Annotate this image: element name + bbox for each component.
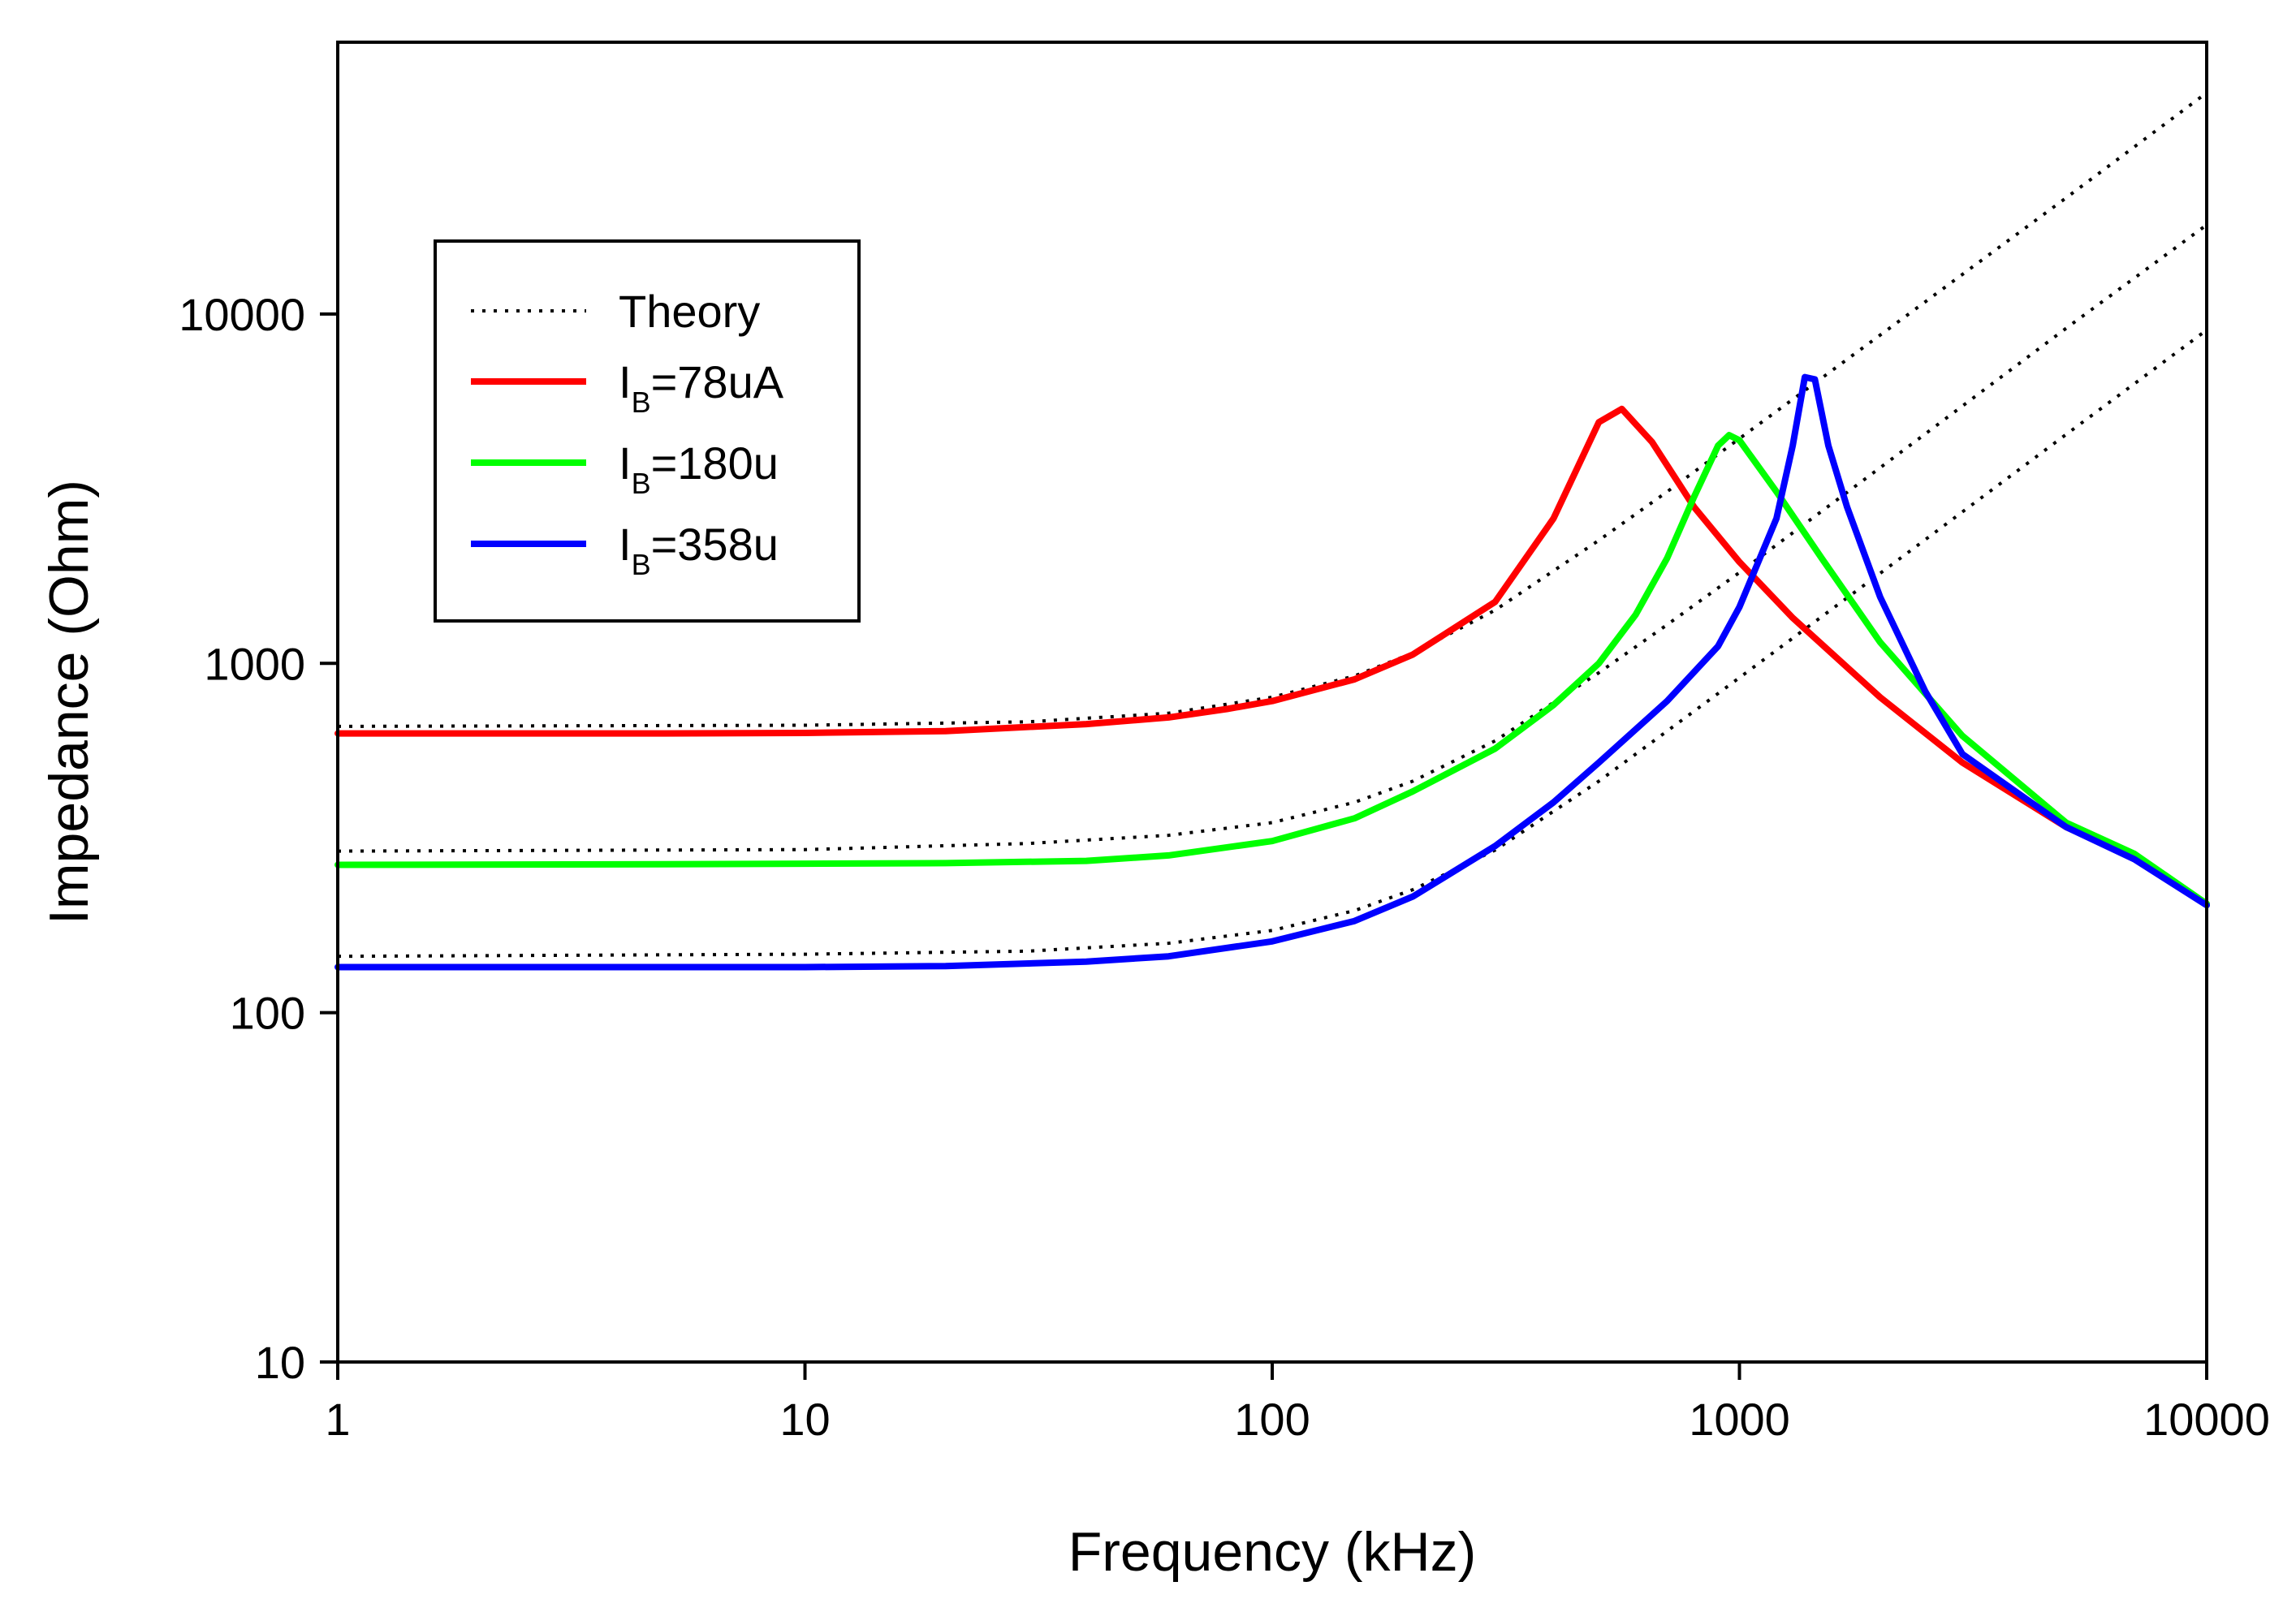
legend-ib78-label: IB=78uA bbox=[619, 356, 784, 419]
legend: Theory IB=78uA IB=180u IB=358u bbox=[434, 239, 861, 623]
x-tick-label: 10 bbox=[779, 1394, 830, 1445]
series-line-ib-358u bbox=[334, 373, 2210, 971]
series-line-theory-ib-180u bbox=[337, 223, 2208, 853]
legend-theory-label: Theory bbox=[619, 286, 760, 337]
y-tick-label: 10 bbox=[255, 1337, 305, 1388]
x-axis-ticks: 1 10 100 1000 10000 bbox=[325, 1362, 2270, 1445]
y-tick-label: 1000 bbox=[204, 638, 305, 689]
x-tick-label: 10000 bbox=[2143, 1394, 2270, 1445]
series-layer bbox=[334, 91, 2210, 971]
x-axis-label: Frequency (kHz) bbox=[1068, 1521, 1477, 1583]
legend-ib180-label: IB=180u bbox=[619, 437, 779, 500]
y-tick-label: 10000 bbox=[179, 289, 305, 340]
y-tick-label: 100 bbox=[230, 988, 305, 1039]
y-axis-label: Impedance (Ohm) bbox=[38, 480, 100, 924]
series-line-ib-78ua bbox=[334, 405, 2210, 907]
y-axis-ticks: 10 100 1000 10000 bbox=[179, 289, 338, 1388]
legend-box bbox=[434, 239, 861, 623]
x-tick-label: 100 bbox=[1234, 1394, 1310, 1445]
legend-ib358-label: IB=358u bbox=[619, 519, 779, 581]
x-tick-label: 1 bbox=[325, 1394, 350, 1445]
series-line-ib-180u bbox=[334, 432, 2210, 907]
x-tick-label: 1000 bbox=[1689, 1394, 1790, 1445]
